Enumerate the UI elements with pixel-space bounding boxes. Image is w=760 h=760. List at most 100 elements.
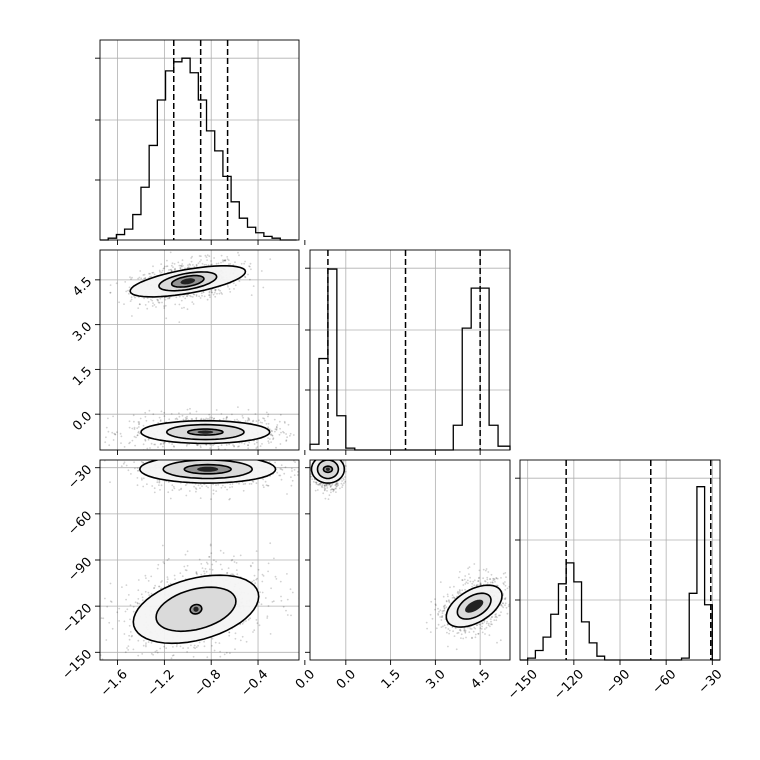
p4-scatter-point xyxy=(186,266,189,269)
p6-scatter-point xyxy=(469,576,471,579)
p6-scatter-point xyxy=(336,485,338,487)
p4-scatter-point xyxy=(207,264,210,267)
p5-scatter-point xyxy=(127,469,130,472)
p4-scatter-contour xyxy=(140,419,271,445)
p4-scatter-point xyxy=(228,288,231,290)
p4-scatter-point xyxy=(155,306,157,308)
p5-scatter-point xyxy=(261,591,264,594)
p4-scatter-point xyxy=(285,440,288,442)
p4-scatter-point xyxy=(206,254,209,256)
p6-scatter-point xyxy=(334,487,337,490)
p4-scatter-point xyxy=(153,273,156,276)
p4-scatter-point xyxy=(186,308,189,311)
p4-scatter-point xyxy=(271,434,273,437)
p5-scatter-point xyxy=(262,478,265,481)
p5-scatter-point xyxy=(193,457,195,459)
p5-scatter-point xyxy=(171,484,174,487)
p5-scatter-point xyxy=(166,581,169,583)
p4-scatter-point xyxy=(151,299,154,302)
p6-scatter-point xyxy=(517,606,519,608)
p5-scatter-point xyxy=(109,600,112,603)
p4-scatter-point xyxy=(174,418,177,420)
p5-scatter-point xyxy=(171,489,174,492)
p4-scatter-point xyxy=(237,406,239,408)
p6-scatter-point xyxy=(476,584,479,586)
p4-scatter-point xyxy=(118,301,120,304)
p4-scatter-point xyxy=(190,257,193,259)
p4-scatter-point xyxy=(157,301,160,304)
p4-scatter-point xyxy=(233,419,236,421)
p4-scatter-point xyxy=(307,437,309,439)
p4-scatter-point xyxy=(133,435,136,438)
p5-scatter-point xyxy=(205,452,207,454)
p6-scatter-point xyxy=(330,488,333,491)
p4-scatter-point xyxy=(203,263,206,266)
p4-scatter-point xyxy=(139,303,141,306)
p6-scatter-point xyxy=(443,607,446,610)
p5-scatter-point xyxy=(241,635,244,638)
p6-scatter-point xyxy=(499,614,501,617)
p5-scatter-point xyxy=(159,489,161,491)
p5-scatter-point xyxy=(88,448,90,450)
p6-scatter-point xyxy=(335,481,338,484)
p5-scatter-point xyxy=(163,562,166,565)
p6-scatter-point xyxy=(324,484,327,487)
p5-scatter-point xyxy=(205,455,207,457)
p5-scatter-point xyxy=(281,469,284,471)
p4-scatter-point xyxy=(175,417,178,420)
p4-scatter-point xyxy=(236,418,239,421)
p4-scatter-point xyxy=(170,413,173,415)
p4-scatter-point xyxy=(152,271,155,274)
p4-scatter-point xyxy=(128,426,131,429)
p5-scatter-point xyxy=(142,485,145,488)
p4-scatter-point xyxy=(191,452,193,454)
p6-scatter-point xyxy=(325,455,327,457)
p5-scatter-point xyxy=(211,457,213,459)
p4-scatter-point xyxy=(253,443,256,445)
p6-scatter-point xyxy=(444,626,447,629)
p4-scatter-point xyxy=(160,442,163,445)
p6-scatter-point xyxy=(488,634,491,637)
p5-scatter-point xyxy=(232,573,235,576)
p6-scatter-point xyxy=(471,636,473,639)
p6-scatter-point xyxy=(495,615,497,618)
p6-scatter-point xyxy=(314,489,317,492)
p6-scatter-point xyxy=(318,483,321,485)
p4-scatter-point xyxy=(127,292,130,295)
p6-scatter-point xyxy=(458,589,461,591)
p6-scatter-point xyxy=(337,456,339,458)
p4-scatter-point xyxy=(175,296,178,299)
p5-scatter-point xyxy=(180,487,183,490)
p4-scatter-point xyxy=(133,420,135,423)
p4-scatter-point xyxy=(134,296,136,299)
p6-scatter-point xyxy=(320,455,322,457)
p4-scatter-point xyxy=(275,446,277,449)
p6-scatter-point xyxy=(335,491,337,493)
p6-scatter-point xyxy=(511,583,513,585)
p5-scatter-ytick-label: −120 xyxy=(59,601,95,637)
p5-scatter-point xyxy=(282,605,285,608)
p6-scatter-point xyxy=(531,589,533,591)
p4-scatter-point xyxy=(225,416,228,419)
p4-scatter-point xyxy=(134,444,137,447)
p5-scatter-point xyxy=(197,644,200,647)
p4-scatter-point xyxy=(174,267,176,270)
p4-scatter-point xyxy=(207,417,209,420)
p4-scatter-point xyxy=(267,437,269,439)
p4-scatter-point xyxy=(111,431,114,434)
p4-scatter-point xyxy=(192,303,195,305)
p5-scatter-point xyxy=(203,572,206,575)
p6-scatter-point xyxy=(514,587,516,589)
p6-scatter-point xyxy=(460,633,463,636)
p5-scatter-point xyxy=(234,648,236,651)
p5-scatter-point xyxy=(205,485,208,488)
p4-scatter-point xyxy=(178,412,180,415)
p4-scatter-point xyxy=(107,430,110,433)
p5-scatter-point xyxy=(356,585,358,587)
p6-scatter-point xyxy=(319,484,321,486)
p6-scatter-point xyxy=(468,631,471,633)
p6-scatter-point xyxy=(335,483,338,486)
p5-scatter-point xyxy=(150,592,153,595)
p5-scatter-point xyxy=(280,599,283,602)
p5-scatter-point xyxy=(207,454,209,456)
